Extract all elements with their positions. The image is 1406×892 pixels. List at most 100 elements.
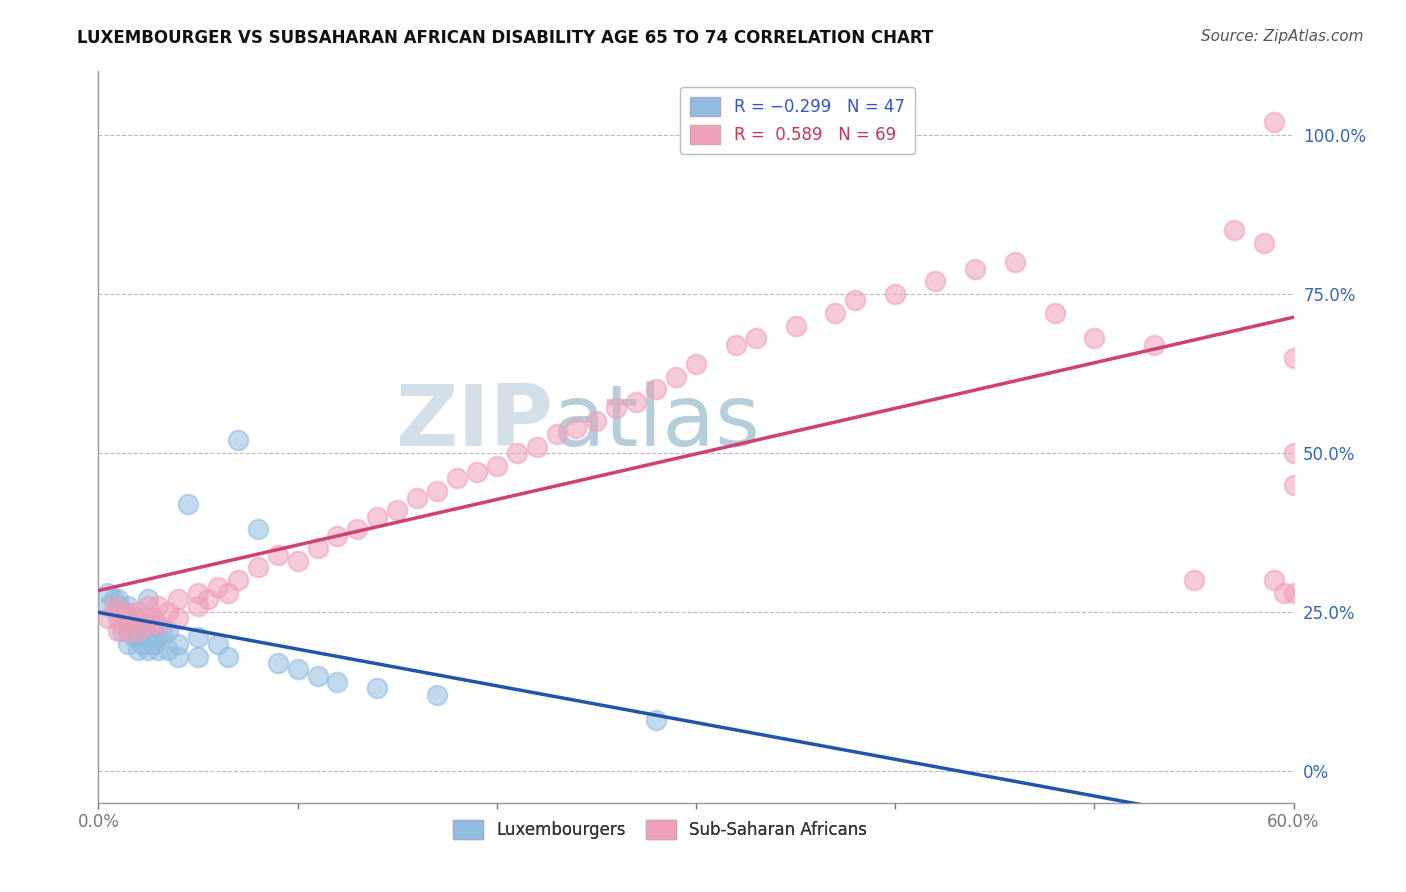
Point — [446, 471, 468, 485]
Point — [645, 383, 668, 397]
Point — [107, 592, 129, 607]
Point — [150, 624, 173, 638]
Point — [287, 662, 309, 676]
Point — [167, 637, 190, 651]
Point — [127, 605, 149, 619]
Point — [136, 599, 159, 613]
Legend: Luxembourgers, Sub-Saharan Africans: Luxembourgers, Sub-Saharan Africans — [446, 814, 875, 846]
Point — [605, 401, 627, 416]
Point — [111, 624, 134, 638]
Point — [117, 637, 139, 651]
Point — [97, 586, 120, 600]
Point — [107, 605, 129, 619]
Point — [136, 592, 159, 607]
Point — [1182, 573, 1205, 587]
Point — [366, 509, 388, 524]
Point — [326, 529, 349, 543]
Point — [526, 440, 548, 454]
Point — [267, 656, 290, 670]
Point — [217, 586, 239, 600]
Point — [124, 631, 146, 645]
Point — [844, 293, 866, 308]
Point — [136, 617, 159, 632]
Point — [626, 395, 648, 409]
Text: ZIP: ZIP — [395, 381, 553, 464]
Point — [148, 617, 170, 632]
Point — [107, 624, 129, 638]
Point — [97, 599, 120, 613]
Point — [326, 675, 349, 690]
Point — [117, 624, 139, 638]
Point — [136, 617, 159, 632]
Point — [124, 617, 146, 632]
Point — [136, 643, 159, 657]
Point — [207, 637, 229, 651]
Point — [465, 465, 488, 479]
Point — [167, 649, 190, 664]
Point — [97, 611, 120, 625]
Point — [565, 420, 588, 434]
Point — [645, 713, 668, 727]
Point — [117, 624, 139, 638]
Point — [1143, 338, 1166, 352]
Point — [127, 624, 149, 638]
Point — [226, 573, 249, 587]
Point — [1263, 115, 1285, 129]
Point — [127, 631, 149, 645]
Point — [1282, 351, 1305, 365]
Point — [157, 643, 180, 657]
Text: atlas: atlas — [553, 381, 761, 464]
Point — [127, 611, 149, 625]
Point — [546, 426, 568, 441]
Point — [685, 357, 707, 371]
Point — [1282, 586, 1305, 600]
Point — [1282, 477, 1305, 491]
Point — [924, 274, 946, 288]
Point — [148, 631, 170, 645]
Point — [1043, 306, 1066, 320]
Point — [506, 446, 529, 460]
Point — [157, 624, 180, 638]
Point — [127, 643, 149, 657]
Point — [217, 649, 239, 664]
Point — [167, 611, 190, 625]
Point — [485, 458, 508, 473]
Point — [103, 599, 125, 613]
Point — [963, 261, 986, 276]
Point — [117, 599, 139, 613]
Point — [117, 605, 139, 619]
Point — [1282, 446, 1305, 460]
Point — [187, 649, 209, 664]
Point — [167, 592, 190, 607]
Point — [177, 497, 200, 511]
Point — [366, 681, 388, 696]
Point — [226, 434, 249, 448]
Point — [117, 611, 139, 625]
Point — [585, 414, 607, 428]
Point — [187, 631, 209, 645]
Point — [1223, 223, 1246, 237]
Point — [107, 611, 129, 625]
Point — [143, 617, 166, 632]
Point — [157, 605, 180, 619]
Point — [197, 592, 219, 607]
Point — [1263, 573, 1285, 587]
Point — [745, 331, 768, 345]
Point — [103, 592, 125, 607]
Point — [267, 548, 290, 562]
Point — [785, 318, 807, 333]
Point — [287, 554, 309, 568]
Point — [131, 617, 153, 632]
Point — [426, 688, 449, 702]
Point — [148, 617, 170, 632]
Point — [107, 599, 129, 613]
Point — [111, 617, 134, 632]
Point — [136, 631, 159, 645]
Point — [665, 369, 688, 384]
Point — [385, 503, 409, 517]
Point — [207, 580, 229, 594]
Point — [111, 605, 134, 619]
Point — [148, 599, 170, 613]
Point — [346, 522, 368, 536]
Text: Source: ZipAtlas.com: Source: ZipAtlas.com — [1201, 29, 1364, 44]
